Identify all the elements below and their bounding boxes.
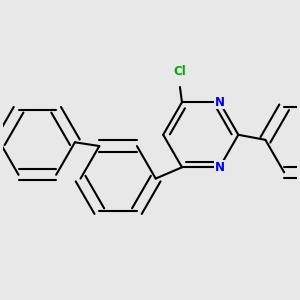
Text: Cl: Cl [174,65,186,78]
Text: N: N [214,96,224,109]
Text: N: N [214,161,224,174]
